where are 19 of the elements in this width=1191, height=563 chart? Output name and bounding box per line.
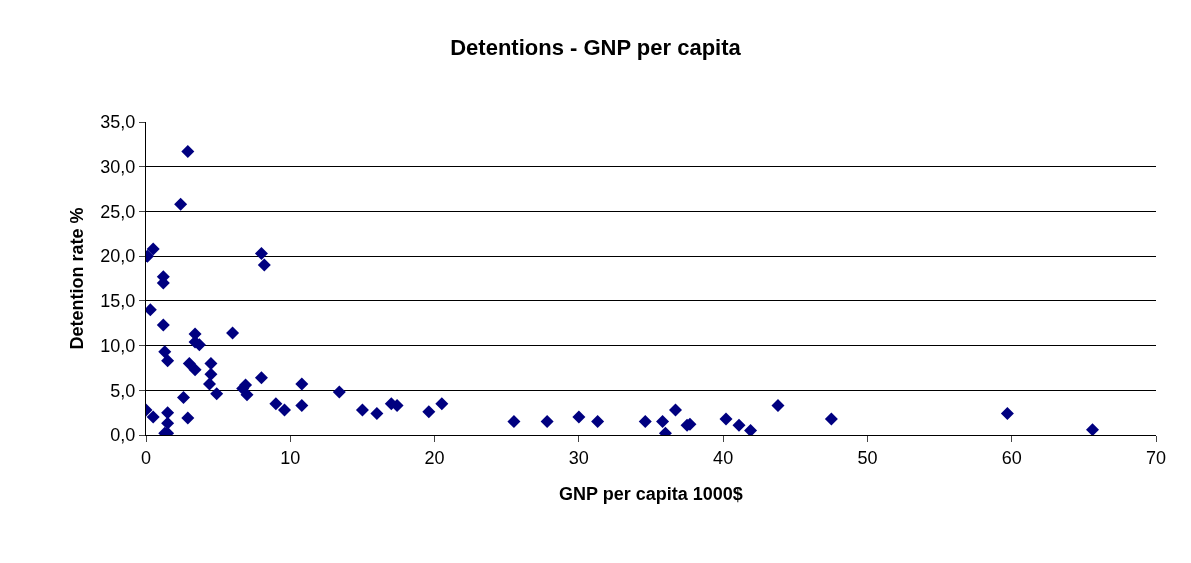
x-tick-label: 60 (1001, 447, 1022, 468)
x-tick-label: 20 (424, 447, 445, 468)
x-axis-title: GNP per capita 1000$ (559, 483, 743, 504)
chart-title: Detentions - GNP per capita (450, 34, 742, 60)
y-tick-label: 30,0 (100, 157, 136, 178)
y-tick-label: 35,0 (100, 112, 136, 133)
y-axis-title: Detention rate % (66, 207, 87, 350)
y-tick-label: 10,0 (100, 335, 136, 356)
y-tick-label: 0,0 (110, 425, 136, 446)
y-tick-label: 20,0 (100, 246, 136, 267)
x-tick-label: 40 (713, 447, 734, 468)
x-tick-label: 50 (857, 447, 878, 468)
y-tick-label: 15,0 (100, 291, 136, 312)
x-tick-label: 10 (280, 447, 301, 468)
x-tick-label: 0 (140, 447, 152, 468)
y-tick-label: 5,0 (110, 380, 136, 401)
x-tick-label: 30 (568, 447, 589, 468)
x-tick-label: 70 (1145, 447, 1167, 468)
y-tick-label: 25,0 (100, 201, 136, 222)
